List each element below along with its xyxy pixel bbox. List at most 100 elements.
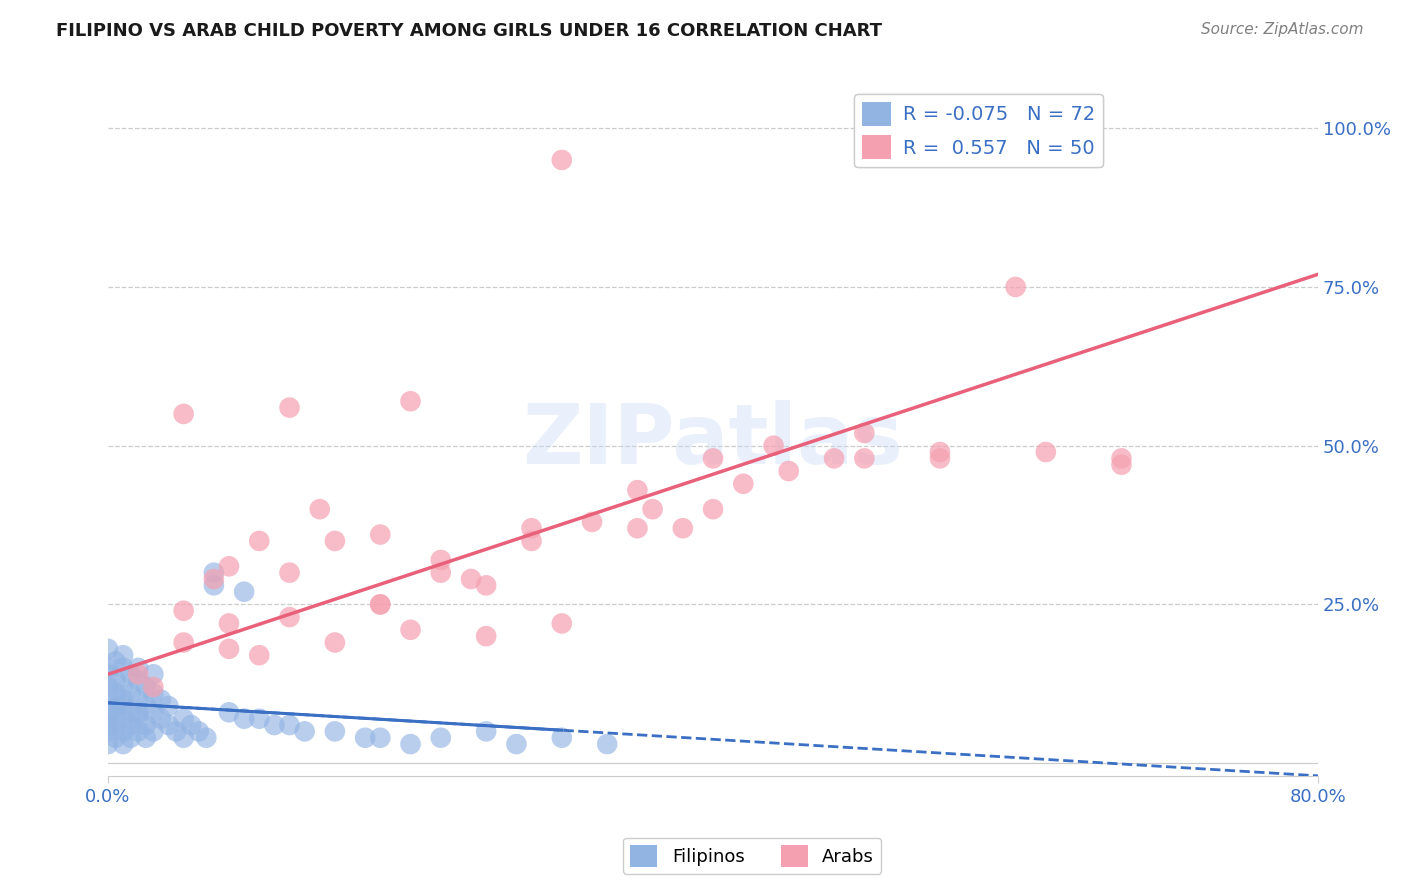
Point [247,533,270,548]
Point [173,635,195,649]
Text: ZIPatlas: ZIPatlas [523,401,904,481]
Point [142,680,165,694]
Point [475,629,498,643]
Point [278,610,301,624]
Point [368,598,391,612]
Point [399,394,422,409]
Point [135,718,157,732]
Point [97,680,120,694]
Point [702,451,724,466]
Point [97,737,120,751]
Point [149,712,172,726]
Text: FILIPINO VS ARAB CHILD POVERTY AMONG GIRLS UNDER 16 CORRELATION CHART: FILIPINO VS ARAB CHILD POVERTY AMONG GIR… [56,22,882,40]
Point [762,439,785,453]
Point [1035,445,1057,459]
Point [127,667,149,681]
Point [142,706,165,720]
Point [278,566,301,580]
Point [263,718,285,732]
Point [97,712,120,726]
Point [368,598,391,612]
Text: Source: ZipAtlas.com: Source: ZipAtlas.com [1201,22,1364,37]
Point [127,673,149,688]
Point [233,712,256,726]
Point [429,553,451,567]
Point [505,737,527,751]
Point [551,731,574,745]
Point [308,502,330,516]
Point [323,724,346,739]
Point [1004,280,1026,294]
Point [120,731,142,745]
Point [247,648,270,663]
Point [368,731,391,745]
Point [127,724,149,739]
Point [173,604,195,618]
Point [97,692,120,706]
Point [104,673,127,688]
Point [368,527,391,541]
Point [112,737,135,751]
Point [399,737,422,751]
Point [581,515,603,529]
Legend: Filipinos, Arabs: Filipinos, Arabs [623,838,882,874]
Point [187,724,209,739]
Point [142,724,165,739]
Point [112,661,135,675]
Point [97,724,120,739]
Point [202,566,225,580]
Legend: R = -0.075   N = 72, R =  0.557   N = 50: R = -0.075 N = 72, R = 0.557 N = 50 [853,95,1102,167]
Point [929,445,952,459]
Point [120,718,142,732]
Point [429,731,451,745]
Point [142,686,165,700]
Point [127,712,149,726]
Point [104,706,127,720]
Point [1111,458,1133,472]
Point [520,533,543,548]
Point [127,661,149,675]
Point [173,731,195,745]
Point [778,464,800,478]
Point [218,559,240,574]
Point [135,731,157,745]
Point [104,731,127,745]
Point [97,667,120,681]
Point [520,521,543,535]
Point [173,407,195,421]
Point [173,712,195,726]
Point [551,616,574,631]
Point [127,706,149,720]
Point [233,584,256,599]
Point [202,578,225,592]
Point [294,724,316,739]
Point [142,667,165,681]
Point [112,698,135,713]
Point [135,680,157,694]
Point [112,712,135,726]
Point [551,153,574,167]
Point [247,712,270,726]
Point [929,451,952,466]
Point [853,451,876,466]
Point [112,724,135,739]
Point [157,718,180,732]
Point [127,692,149,706]
Point [702,502,724,516]
Point [97,661,120,675]
Point [626,483,648,497]
Point [853,425,876,440]
Point [218,616,240,631]
Point [641,502,664,516]
Point [278,718,301,732]
Point [399,623,422,637]
Point [157,698,180,713]
Point [596,737,619,751]
Point [672,521,695,535]
Point [202,572,225,586]
Point [475,578,498,592]
Point [626,521,648,535]
Point [475,724,498,739]
Point [112,692,135,706]
Point [97,706,120,720]
